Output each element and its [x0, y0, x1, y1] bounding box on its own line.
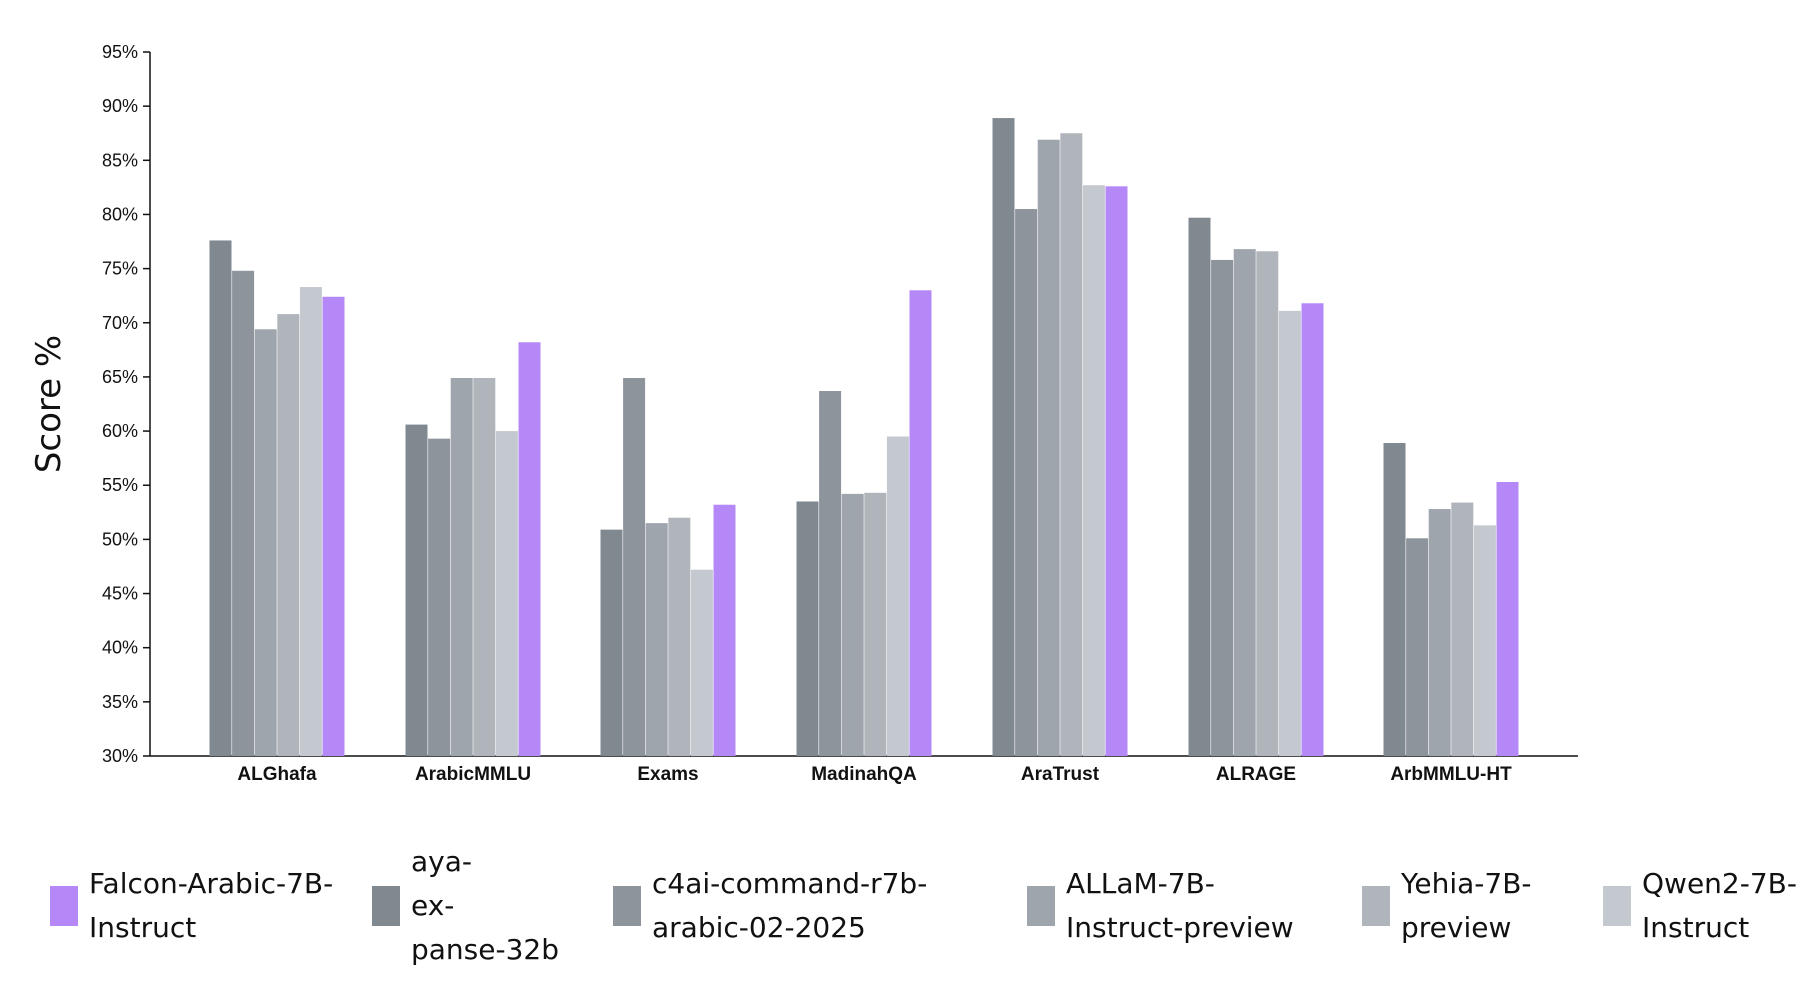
legend-swatch [50, 886, 78, 926]
legend-label: ALLaM-7B- Instruct-preview [1066, 867, 1294, 944]
bar [1211, 259, 1234, 756]
bar [992, 118, 1015, 757]
bar [1406, 538, 1429, 756]
legend-swatch [1362, 886, 1390, 926]
bar [1105, 186, 1128, 757]
legend-label: aya-ex-panse-32b [411, 845, 559, 966]
bar [909, 290, 932, 756]
bar [405, 424, 428, 756]
legend-item: aya-ex-panse-32b [372, 840, 559, 972]
y-axis-title: Score % [29, 335, 69, 473]
bar [473, 378, 496, 756]
legend-label: c4ai-command-r7b-arabic-02-2025 [652, 867, 928, 944]
y-tick-label: 95% [102, 42, 138, 62]
y-tick-label: 90% [102, 96, 138, 116]
bar [254, 329, 277, 756]
category-label: ALGhafa [237, 764, 317, 785]
legend-item: Yehia-7B-preview [1362, 862, 1532, 950]
x-axis: ALGhafa ArabicMMLU Exams MadinahQA AraTrust A… [150, 755, 1578, 785]
y-tick-label: 70% [102, 313, 138, 333]
bars [209, 118, 1519, 757]
bar [495, 431, 518, 756]
bar [645, 523, 668, 756]
legend-item: ALLaM-7B- Instruct-preview [1027, 862, 1294, 950]
y-tick-label: 80% [102, 204, 138, 224]
category-labels: ALGhafa ArabicMMLU Exams MadinahQA AraTrust A… [237, 764, 1512, 785]
category-label: ALRAGE [1216, 764, 1296, 785]
legend-swatch [1027, 886, 1055, 926]
legend-swatch [613, 886, 641, 926]
bar [277, 314, 300, 756]
category-label: MadinahQA [811, 764, 917, 785]
bar [1256, 251, 1279, 757]
bar [600, 529, 623, 756]
y-tick-label: 30% [102, 746, 138, 766]
bar [450, 378, 473, 756]
y-tick-label: 40% [102, 638, 138, 658]
bar-chart: 30% 35% 40% 45% 50% 55% 60% 65% 70% 75% 80% 85% 90% 9… [29, 42, 1578, 785]
bar [796, 501, 819, 756]
legend-label: Qwen2-7B- Instruct [1642, 867, 1797, 944]
bar [299, 287, 322, 756]
bar [1037, 139, 1060, 756]
bar [1473, 525, 1496, 756]
category-label: ArbMMLU-HT [1390, 764, 1512, 785]
category-label: AraTrust [1021, 764, 1100, 785]
bar [864, 492, 887, 756]
bar [668, 517, 691, 756]
bar [1188, 217, 1211, 757]
legend-item: c4ai-command-r7b-arabic-02-2025 [613, 862, 927, 950]
category-label: ArabicMMLU [415, 764, 531, 785]
y-axis: 30% 35% 40% 45% 50% 55% 60% 65% 70% 75% 80% 85% 90% 9… [102, 42, 151, 766]
bar [1060, 133, 1083, 756]
legend-item: Falcon-Arabic-7B- Instruct [50, 862, 333, 950]
legend-item: Qwen2-7B- Instruct [1603, 862, 1797, 950]
bar [1278, 310, 1301, 756]
category-label: Exams [637, 764, 698, 785]
bar [1015, 209, 1038, 757]
bar [1428, 509, 1451, 756]
y-tick-label: 35% [102, 692, 138, 712]
y-tick-label: 65% [102, 367, 138, 387]
bar [886, 436, 909, 756]
legend: Falcon-Arabic-7B- Instruct aya-ex-panse-32… [0, 840, 1816, 980]
y-tick-label: 75% [102, 259, 138, 279]
y-tick-label: 85% [102, 150, 138, 170]
bar [1451, 502, 1474, 756]
bar [623, 378, 646, 756]
bar [1082, 185, 1105, 757]
bar [690, 569, 713, 756]
bar [713, 504, 736, 756]
y-tick-label: 45% [102, 584, 138, 604]
bar [1301, 303, 1324, 756]
legend-swatch [1603, 886, 1631, 926]
bar [1383, 442, 1406, 756]
bar [819, 391, 842, 756]
bar [1233, 249, 1256, 756]
legend-label: Falcon-Arabic-7B- Instruct [89, 867, 334, 944]
y-ticks: 30% 35% 40% 45% 50% 55% 60% 65% 70% 75% 80% 85% 90% 9… [102, 42, 150, 766]
legend-label: Yehia-7B-preview [1401, 867, 1532, 944]
y-tick-label: 50% [102, 529, 138, 549]
y-tick-label: 55% [102, 475, 138, 495]
bar [232, 270, 255, 756]
bar [209, 240, 232, 756]
bar [322, 296, 345, 756]
y-tick-label: 60% [102, 421, 138, 441]
legend-swatch [372, 886, 400, 926]
bar [1496, 481, 1519, 756]
bar [518, 342, 541, 756]
bar [428, 438, 451, 756]
bar [841, 493, 864, 756]
